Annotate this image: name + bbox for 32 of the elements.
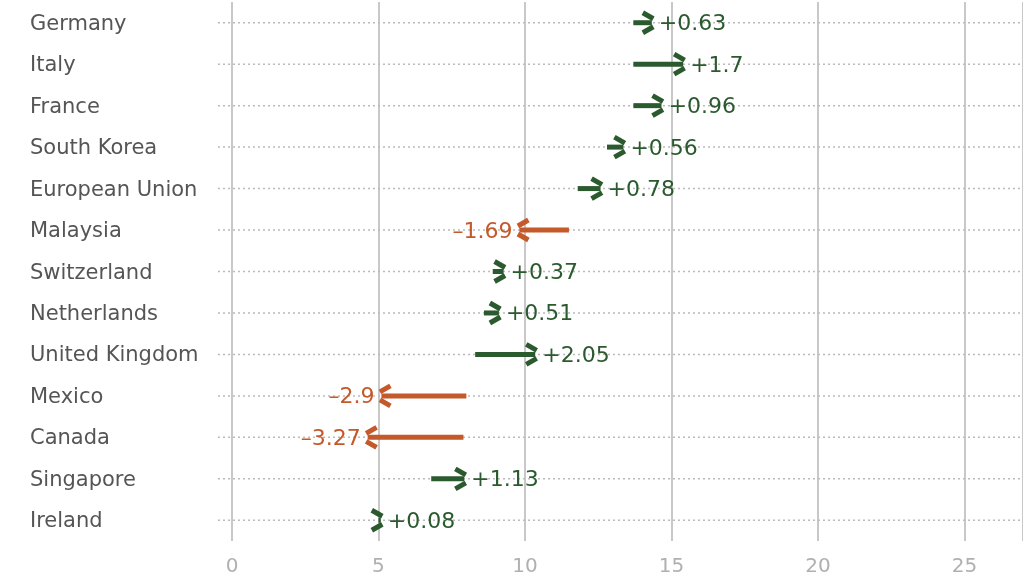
data-label: +0.37 xyxy=(510,259,578,284)
x-tick-label: 20 xyxy=(805,553,831,577)
y-tick-label: Singapore xyxy=(30,466,136,491)
y-tick-label: Germany xyxy=(30,10,127,35)
data-label: –3.27 xyxy=(300,424,361,450)
data-label: +0.63 xyxy=(658,10,727,36)
y-tick-label: France xyxy=(30,93,100,118)
data-label: +0.08 xyxy=(387,507,456,533)
x-tick-label: 10 xyxy=(512,553,538,577)
y-tick-label: South Korea xyxy=(30,135,158,160)
y-tick-label: Mexico xyxy=(30,383,104,408)
data-label: –2.9 xyxy=(328,383,375,409)
y-tick-label: Canada xyxy=(30,425,110,450)
y-tick-label: Malaysia xyxy=(30,218,122,243)
x-tick-label: 15 xyxy=(658,553,685,577)
x-tick-label: 5 xyxy=(372,553,385,577)
data-label: +0.56 xyxy=(630,134,698,160)
data-label: +0.78 xyxy=(607,176,675,202)
data-label: +0.51 xyxy=(505,300,574,326)
x-tick-label: 25 xyxy=(951,553,978,577)
data-label: +2.05 xyxy=(542,341,610,367)
data-label: –1.69 xyxy=(452,217,513,243)
data-label: +0.96 xyxy=(668,93,736,119)
data-label: +1.7 xyxy=(690,51,744,77)
y-tick-label: European Union xyxy=(30,176,198,201)
y-tick-label: United Kingdom xyxy=(30,342,199,367)
y-tick-label: Netherlands xyxy=(30,300,159,325)
y-tick-label: Switzerland xyxy=(30,259,153,284)
y-tick-label: Ireland xyxy=(30,508,103,533)
x-tick-label: 0 xyxy=(225,553,239,577)
data-label: +1.13 xyxy=(471,466,539,492)
y-tick-label: Italy xyxy=(30,52,76,77)
